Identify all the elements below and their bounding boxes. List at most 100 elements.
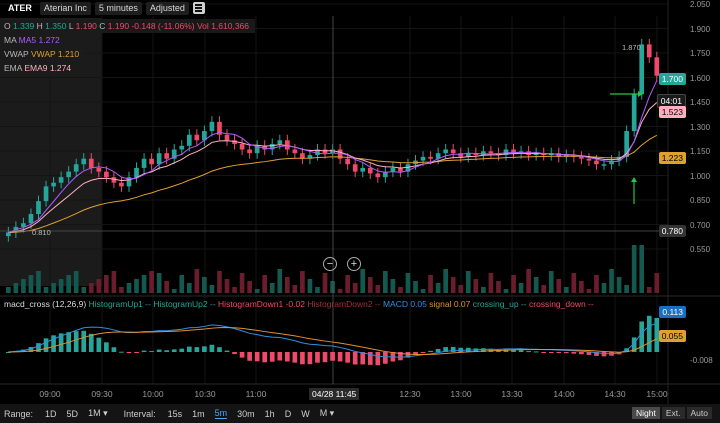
zoom-out-button[interactable]: −: [323, 257, 337, 271]
candle-body: [646, 44, 652, 58]
macd-histogram-bar: [104, 342, 109, 352]
volume-bar: [43, 287, 49, 293]
volume-bar: [631, 245, 637, 293]
interval-d[interactable]: D: [284, 408, 292, 419]
volume-bar: [315, 287, 320, 293]
symbol-field[interactable]: ATER: [8, 2, 32, 13]
range-5d[interactable]: 5D: [66, 408, 79, 419]
price-chart[interactable]: [0, 0, 720, 404]
range-1d[interactable]: 1D: [45, 408, 57, 419]
volume-bar: [254, 289, 260, 293]
macd-histogram-bar: [383, 352, 388, 364]
macd-histogram-bar: [171, 349, 177, 352]
candle-body: [383, 171, 388, 178]
candle-body: [224, 134, 230, 141]
time-axis-label: 12:30: [399, 389, 421, 399]
candle-body: [488, 151, 494, 154]
range-1m[interactable]: 1M ▾: [88, 408, 108, 418]
vwap-value: VWAP 1.210: [30, 49, 80, 59]
macd-histogram-bar: [58, 333, 64, 352]
macd-histogram-bar: [571, 352, 577, 354]
adjusted-button[interactable]: Adjusted: [145, 1, 189, 15]
macd-histogram-bar: [548, 352, 554, 353]
candle-body: [209, 121, 215, 132]
volume-label: Vol: [196, 21, 209, 31]
interval-label: Interval:: [123, 408, 156, 419]
interval-5m[interactable]: 5m: [214, 408, 228, 419]
volume-bar: [96, 279, 102, 293]
time-axis-label: 09:30: [91, 389, 113, 399]
macd-histogram-bar: [639, 321, 645, 352]
zoom-in-button[interactable]: +: [347, 257, 361, 271]
vwap-row[interactable]: VWAP VWAP 1.210: [0, 47, 86, 61]
interval-15s[interactable]: 15s: [167, 408, 183, 419]
volume-bar: [503, 289, 509, 293]
macd-axis-tag: 0.113: [659, 306, 686, 318]
candle-body: [443, 149, 449, 154]
candle-body: [465, 153, 471, 157]
interval-1m[interactable]: 1m: [192, 408, 205, 419]
macd-histogram-bar: [119, 351, 124, 353]
crossing-down: crossing_down --: [529, 299, 594, 309]
macd-histogram-bar: [398, 352, 403, 361]
volume-bar: [405, 273, 411, 293]
volume-bar: [375, 285, 381, 293]
candle-body: [609, 160, 614, 165]
volume-bar: [171, 289, 177, 293]
volume-bar: [269, 283, 275, 293]
volume-bar: [217, 271, 222, 293]
volume-bar: [186, 283, 192, 293]
candle-body: [141, 158, 147, 168]
volume-bar: [413, 281, 418, 293]
range-label: Range:: [4, 408, 34, 419]
macd-histogram-bar: [73, 331, 79, 352]
macd-histogram-bar: [481, 348, 486, 352]
ema-row[interactable]: EMA EMA9 1.274: [0, 61, 78, 75]
candle-body: [586, 158, 592, 161]
candle-body: [511, 149, 516, 154]
interval-w[interactable]: W: [301, 408, 310, 419]
candle-body: [149, 158, 154, 165]
macd-histogram-bar: [458, 347, 464, 352]
volume-bar: [194, 269, 200, 293]
candle-body: [51, 182, 56, 187]
interval-30m[interactable]: 30m: [237, 408, 255, 419]
interval-m[interactable]: M ▾: [319, 408, 335, 418]
volume-bar: [548, 271, 554, 293]
ma-row[interactable]: MA MA5 1.272: [0, 33, 66, 47]
interval-button[interactable]: 5 minutes: [94, 1, 142, 15]
volume-bar: [337, 289, 343, 293]
ext-toggle[interactable]: Ext.: [661, 407, 685, 419]
macd-histogram-bar: [28, 347, 34, 352]
price-axis-label: 1.900: [690, 24, 711, 34]
auto-toggle[interactable]: Auto: [686, 407, 712, 419]
macd-histogram-bar: [511, 349, 516, 352]
volume-bar: [141, 275, 147, 293]
macd-histogram-bar: [292, 352, 298, 363]
volume-bar: [390, 279, 396, 293]
macd-histogram-bar: [541, 352, 547, 353]
macd-histogram-bar: [36, 343, 41, 352]
time-axis-label: 15:00: [646, 389, 668, 399]
candle-body: [450, 149, 456, 154]
macd-histogram-bar: [435, 348, 441, 352]
candle-body: [104, 171, 109, 178]
volume-bar: [36, 271, 41, 293]
macd-histogram-bar: [247, 352, 252, 361]
macd-histogram-bar: [646, 315, 652, 352]
price-axis-label: 0.550: [690, 245, 711, 254]
candle-body: [473, 153, 479, 156]
macd-histogram-bar: [96, 337, 102, 352]
menu-icon[interactable]: [192, 2, 205, 14]
interval-1h[interactable]: 1h: [264, 408, 275, 419]
volume-bar: [458, 285, 464, 293]
volume-bar: [616, 277, 622, 293]
price-axis-label: 1.600: [690, 73, 711, 83]
price-axis-label: 0.700: [690, 220, 711, 230]
candle-body: [579, 156, 584, 159]
volume-bar: [111, 271, 117, 293]
night-toggle[interactable]: Night: [632, 407, 660, 419]
volume-bar: [563, 287, 569, 293]
macd-legend: macd_cross (12,26,9) HistogramUp1 -- His…: [4, 299, 594, 309]
macd-histogram-bar: [330, 352, 335, 361]
